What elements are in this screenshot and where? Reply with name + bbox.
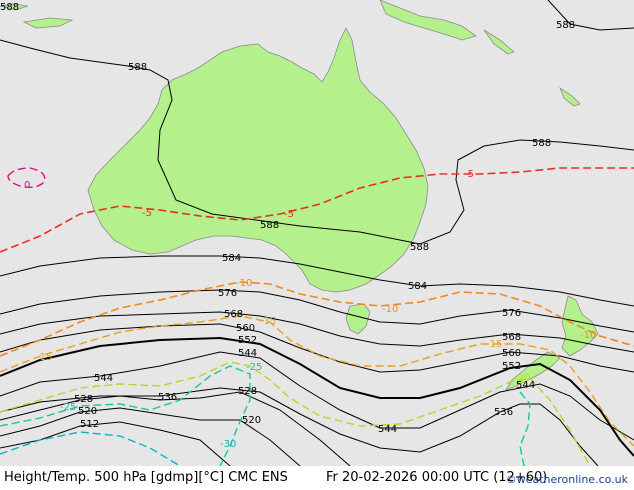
temp-label: -10 <box>382 304 398 315</box>
temp-label: -30 <box>220 439 236 450</box>
temp-label: 0 <box>24 180 30 191</box>
height-label: 584 <box>222 253 241 264</box>
temp-label: -15 <box>36 352 52 363</box>
temp-label: -25 <box>246 362 262 373</box>
height-label: 588 <box>0 2 19 13</box>
height-label: 528 <box>74 394 93 405</box>
pacific-islands-land <box>483 29 515 55</box>
contour-576 <box>0 289 634 333</box>
isotherm-minus10 <box>0 281 634 357</box>
map-title: Height/Temp. 500 hPa [gdmp][°C] CMC ENS <box>4 470 288 485</box>
weather-map: 588 588 588 588 588 588 584 584 576 576 … <box>0 0 634 467</box>
map-canvas: 588 588 588 588 588 588 584 584 576 576 … <box>0 0 634 467</box>
timor-land <box>22 17 74 29</box>
height-label: 588 <box>260 220 279 231</box>
isotherm-minus5 <box>0 167 634 253</box>
height-label: 544 <box>94 373 113 384</box>
height-label: 560 <box>502 348 521 359</box>
temp-label: -15 <box>260 316 276 327</box>
temp-label: -5 <box>142 208 152 219</box>
isotherm-minus20 <box>0 361 591 467</box>
height-label: 568 <box>224 309 243 320</box>
temp-label: -15 <box>486 339 502 350</box>
new-guinea-land <box>379 0 477 41</box>
temp-label: -25 <box>60 402 76 413</box>
height-label: 552 <box>238 335 257 346</box>
height-label: 528 <box>238 386 257 397</box>
temp-label: -10 <box>236 278 252 289</box>
temp-label: -10 <box>580 330 596 341</box>
isotherm-minus25-east <box>519 391 531 467</box>
isotherm-minus15 <box>0 315 634 447</box>
contour-584 <box>0 255 634 307</box>
site-credit[interactable]: ©weatheronline.co.uk <box>505 473 628 486</box>
contour-520 <box>0 407 301 467</box>
isotherm-zero <box>7 167 46 189</box>
temp-label: -20 <box>514 373 530 384</box>
contour-588-north <box>0 39 634 245</box>
new-caledonia-land <box>559 86 581 107</box>
height-label: 588 <box>410 242 429 253</box>
height-label: 584 <box>408 281 427 292</box>
temperature-labels: 0 -5 -5 -5 -10 -10 -15 -15 -15 -20 -25 -… <box>24 169 596 450</box>
height-label: 588 <box>532 138 551 149</box>
map-footer: Height/Temp. 500 hPa [gdmp][°C] CMC ENS … <box>0 466 634 490</box>
height-label: 536 <box>158 392 177 403</box>
height-label: 536 <box>494 407 513 418</box>
temp-label: -5 <box>464 169 474 180</box>
contour-568 <box>0 311 634 353</box>
tasmania-land <box>345 303 371 335</box>
height-label: 588 <box>556 20 575 31</box>
height-label: 544 <box>238 348 257 359</box>
contour-552 <box>0 336 634 457</box>
temp-label: -5 <box>284 209 294 220</box>
java-land <box>0 3 29 11</box>
australia-land <box>87 27 429 293</box>
height-label: 576 <box>502 308 521 319</box>
temperature-contours <box>0 167 634 467</box>
height-label: 576 <box>218 288 237 299</box>
height-label: 552 <box>502 361 521 372</box>
contour-536 <box>0 387 599 467</box>
height-label: 520 <box>78 406 97 417</box>
contour-544 <box>0 351 634 441</box>
height-label: 544 <box>378 424 397 435</box>
isotherm-minus25 <box>0 365 251 467</box>
height-label: 560 <box>236 323 255 334</box>
height-label: 512 <box>80 419 99 430</box>
contour-588-east <box>547 0 634 31</box>
height-label: 544 <box>516 380 535 391</box>
height-label: 588 <box>128 62 147 73</box>
height-label: 520 <box>242 415 261 426</box>
contour-560 <box>0 323 634 373</box>
height-contours <box>0 0 634 467</box>
isotherm-minus30 <box>0 431 181 467</box>
height-labels: 588 588 588 588 588 588 584 584 576 576 … <box>0 2 575 435</box>
valid-time: Fr 20-02-2026 00:00 UTC (12+60) <box>326 470 548 485</box>
contour-528 <box>0 391 351 467</box>
height-label: 568 <box>502 332 521 343</box>
